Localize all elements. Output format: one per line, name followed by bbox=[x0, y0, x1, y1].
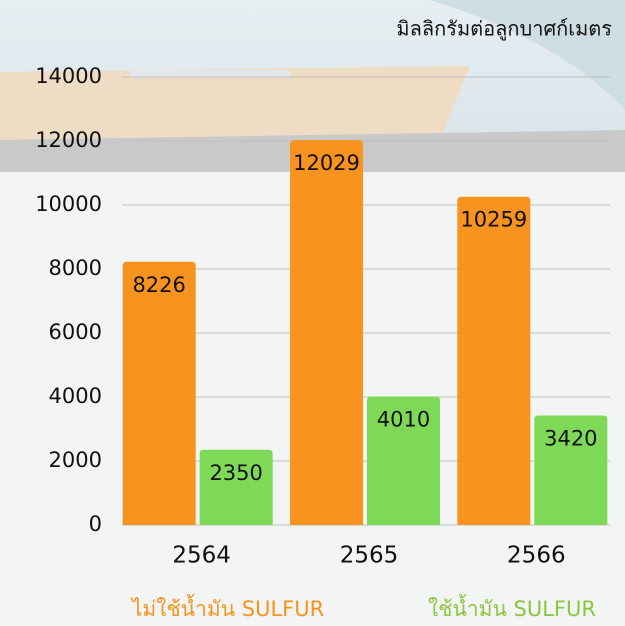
y-tick-label: 0 bbox=[89, 512, 102, 536]
y-tick-label: 4000 bbox=[49, 384, 102, 408]
bar bbox=[457, 197, 530, 525]
value-label: 10259 bbox=[460, 208, 527, 232]
page: {"chart_data": {"type": "bar", "y_label"… bbox=[0, 0, 625, 626]
value-label: 4010 bbox=[377, 408, 430, 432]
value-label: 8226 bbox=[132, 273, 185, 297]
y-tick-label: 14000 bbox=[35, 64, 102, 88]
x-tick-label: 2564 bbox=[172, 543, 231, 569]
value-label: 2350 bbox=[209, 461, 262, 485]
legend-label: ไม่ใช้น้ำมัน SULFUR bbox=[130, 594, 324, 621]
chart: มิลลิกรัมต่อลูกบาศก์เมตร 0 2000 4000 6000 80… bbox=[0, 0, 625, 626]
y-tick-label: 2000 bbox=[49, 448, 102, 472]
value-label: 12029 bbox=[293, 151, 360, 175]
bar bbox=[290, 140, 363, 525]
y-tick-label: 10000 bbox=[35, 192, 102, 216]
y-axis-label: มิลลิกรัมต่อลูกบาศก์เมตร bbox=[396, 17, 612, 42]
legend-label: ใช้น้ำมัน SULFUR bbox=[428, 594, 596, 621]
y-tick-label: 8000 bbox=[49, 256, 102, 280]
y-tick-label: 12000 bbox=[35, 128, 102, 152]
x-tick-label: 2566 bbox=[507, 543, 566, 569]
x-tick-label: 2565 bbox=[340, 543, 399, 569]
value-label: 3420 bbox=[544, 427, 597, 451]
y-tick-label: 6000 bbox=[49, 320, 102, 344]
bar bbox=[123, 262, 196, 525]
